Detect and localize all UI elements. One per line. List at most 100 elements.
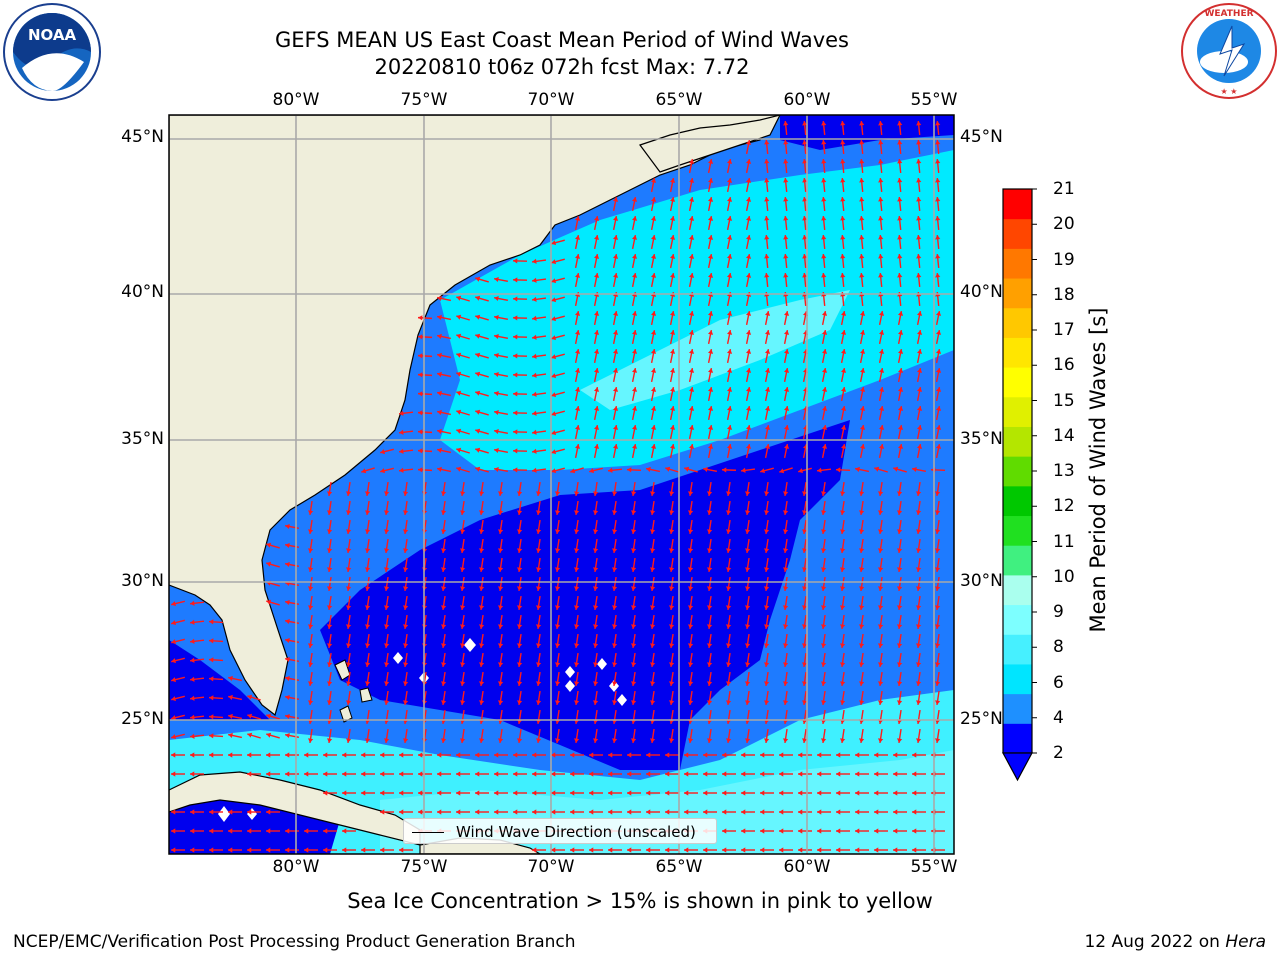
wave-direction-arrowhead — [441, 643, 447, 648]
lon-tick-bottom: 70°W — [527, 857, 575, 877]
wave-direction-arrowhead — [475, 333, 481, 339]
lat-tick-left: 25°N — [121, 709, 164, 729]
wave-direction-arrowhead — [897, 681, 903, 686]
wave-direction-arrowhead — [631, 662, 637, 667]
wave-direction-arrowhead — [479, 529, 485, 534]
wave-direction-arrowhead — [916, 548, 922, 553]
wave-direction-arrowhead — [916, 121, 922, 126]
wave-direction-arrowhead — [897, 548, 903, 553]
wave-direction-arrowhead — [327, 624, 333, 629]
wave-direction-arrowhead — [551, 847, 556, 853]
wave-direction-arrowhead — [532, 334, 537, 340]
wave-direction-arrowhead — [764, 491, 770, 496]
wave-direction-arrowhead — [703, 847, 708, 853]
wave-direction-arrowhead — [612, 529, 618, 534]
colorbar-segment — [1003, 456, 1032, 487]
wave-direction-arrowhead — [575, 216, 581, 221]
wave-direction-arrowhead — [836, 752, 841, 758]
wave-direction-arrowhead — [802, 140, 808, 145]
wave-direction-arrowhead — [608, 467, 613, 473]
wave-direction-arrowhead — [551, 297, 557, 303]
wave-direction-arrowhead — [171, 620, 176, 626]
wave-direction-arrowhead — [670, 387, 676, 392]
wave-direction-arrowhead — [593, 738, 599, 743]
wave-direction-arrowhead — [722, 752, 727, 758]
wave-direction-arrowhead — [783, 510, 789, 515]
wave-direction-arrowhead — [575, 387, 581, 392]
wave-direction-arrowhead — [665, 847, 670, 853]
wave-direction-arrowhead — [917, 425, 923, 430]
wave-direction-arrowhead — [745, 529, 751, 534]
wave-direction-arrowhead — [707, 662, 713, 667]
wave-direction-arrowhead — [594, 311, 600, 316]
wave-direction-arrowhead — [631, 510, 637, 515]
colorbar-tick-label: 20 — [1053, 214, 1075, 235]
wave-direction-arrowhead — [285, 713, 290, 720]
wave-direction-arrowhead — [456, 771, 461, 777]
wave-direction-arrowhead — [190, 809, 195, 815]
wave-direction-arrowhead — [190, 847, 195, 853]
footer-date: 12 Aug 2022 on Hera — [1084, 932, 1266, 952]
wave-direction-arrowhead — [879, 349, 885, 354]
wave-direction-arrowhead — [399, 790, 404, 796]
wave-direction-arrowhead — [574, 662, 580, 667]
wave-direction-arrowhead — [670, 197, 676, 202]
wave-direction-arrowhead — [308, 700, 314, 705]
wave-direction-arrowhead — [517, 700, 523, 705]
wave-direction-arrowhead — [475, 466, 481, 472]
wave-direction-arrowhead — [285, 828, 290, 834]
colorbar-tick-label: 15 — [1053, 390, 1075, 411]
wave-direction-arrowhead — [460, 586, 466, 591]
wave-direction-arrowhead — [304, 752, 309, 758]
wave-direction-arrowhead — [688, 586, 694, 591]
wave-direction-arrowhead — [935, 529, 941, 534]
wave-direction-arrowhead — [594, 330, 600, 335]
wave-direction-arrowhead — [456, 390, 462, 396]
wave-direction-arrowhead — [494, 409, 499, 416]
wave-direction-arrowhead — [878, 159, 884, 164]
wave-direction-arrowhead — [632, 368, 638, 373]
wave-direction-arrowhead — [632, 406, 638, 411]
wave-direction-arrowhead — [745, 681, 751, 686]
wave-direction-arrowhead — [342, 752, 347, 758]
wave-direction-arrowhead — [327, 662, 333, 667]
wave-direction-arrowhead — [727, 330, 733, 335]
wave-direction-arrowhead — [665, 790, 670, 796]
wave-direction-arrowhead — [822, 406, 828, 411]
wave-direction-arrowhead — [266, 752, 271, 758]
wave-direction-arrowhead — [608, 752, 613, 758]
wave-direction-arrowhead — [266, 732, 272, 738]
wave-direction-arrowhead — [746, 349, 752, 354]
wave-direction-arrowhead — [575, 254, 581, 259]
colorbar-segment — [1003, 545, 1032, 576]
wave-direction-arrowhead — [760, 790, 765, 796]
wave-direction-arrowhead — [841, 406, 847, 411]
lat-tick-right: 25°N — [960, 709, 1003, 729]
wave-direction-arrowhead — [840, 529, 846, 534]
wave-direction-arrowhead — [532, 467, 537, 473]
legend-line-sample — [412, 832, 444, 833]
colorbar-tick-label: 11 — [1053, 531, 1075, 552]
wave-direction-arrowhead — [798, 828, 803, 834]
wave-direction-arrowhead — [821, 197, 827, 202]
wave-direction-arrowhead — [513, 467, 518, 473]
map-frame — [168, 114, 955, 855]
wave-direction-arrowhead — [575, 330, 581, 335]
wave-direction-arrowhead — [570, 468, 576, 474]
wave-direction-arrowhead — [745, 491, 751, 496]
wave-direction-arrowhead — [669, 567, 675, 572]
wave-direction-arrowhead — [650, 738, 656, 743]
wave-direction-arrowhead — [855, 790, 860, 796]
wave-direction-arrowhead — [708, 406, 714, 411]
wave-direction-arrowhead — [517, 567, 523, 572]
wave-direction-arrowhead — [494, 790, 499, 796]
wave-direction-arrowhead — [783, 681, 789, 686]
wave-direction-arrowhead — [632, 197, 638, 202]
wave-direction-arrowhead — [688, 510, 694, 515]
wave-direction-arrowhead — [384, 624, 390, 629]
colorbar-extend-triangle — [1001, 752, 1034, 782]
wave-direction-arrowhead — [308, 548, 314, 553]
wave-direction-arrowhead — [878, 121, 884, 126]
wave-direction-arrowhead — [403, 491, 409, 496]
wave-direction-arrowhead — [722, 847, 727, 853]
